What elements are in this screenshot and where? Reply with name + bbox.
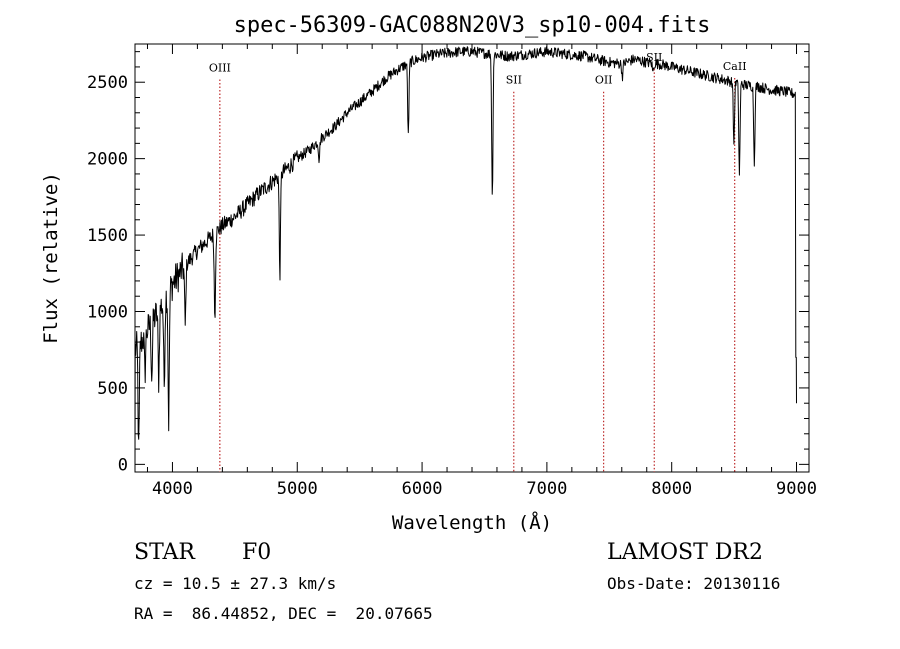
- chart-title: spec-56309-GAC088N20V3_sp10-004.fits: [234, 13, 711, 38]
- y-tick-label: 1000: [87, 303, 128, 323]
- survey-name: LAMOST DR2: [607, 540, 763, 565]
- y-tick-label: 500: [97, 379, 128, 399]
- marker-label: OII: [595, 74, 613, 87]
- x-axis-label: Wavelength (Å): [392, 511, 552, 534]
- marker-label: OIII: [209, 62, 231, 75]
- redshift-text: cz = 10.5 ± 27.3 km/s: [134, 574, 337, 593]
- spectrum-chart: spec-56309-GAC088N20V3_sp10-004.fits OII…: [40, 13, 817, 534]
- spectrum-line: [134, 46, 797, 465]
- plot-frame: [134, 43, 810, 473]
- x-tick-label: 9000: [776, 479, 817, 499]
- coordinates-text: RA = 86.44852, DEC = 20.07665: [134, 604, 433, 623]
- y-tick-label: 2000: [87, 150, 128, 170]
- axis-ticks: 4000 5000 6000 7000 8000 9000 0 500 1000 1500 2000…: [87, 44, 817, 499]
- marker-label: SII: [506, 74, 522, 87]
- y-axis-label: Flux (relative): [40, 172, 62, 344]
- marker-label: CaII: [723, 60, 747, 73]
- y-tick-label: 0: [118, 455, 128, 475]
- x-tick-label: 5000: [277, 479, 318, 499]
- observation-date: Obs-Date: 20130116: [607, 574, 781, 593]
- x-tick-label: 4000: [152, 479, 193, 499]
- x-tick-label: 7000: [526, 479, 567, 499]
- x-tick-label: 8000: [651, 479, 692, 499]
- spectral-subclass: F0: [242, 540, 272, 565]
- object-class: STAR: [134, 540, 195, 565]
- y-tick-label: 1500: [87, 226, 128, 246]
- x-tick-label: 6000: [402, 479, 443, 499]
- y-tick-label: 2500: [87, 73, 128, 93]
